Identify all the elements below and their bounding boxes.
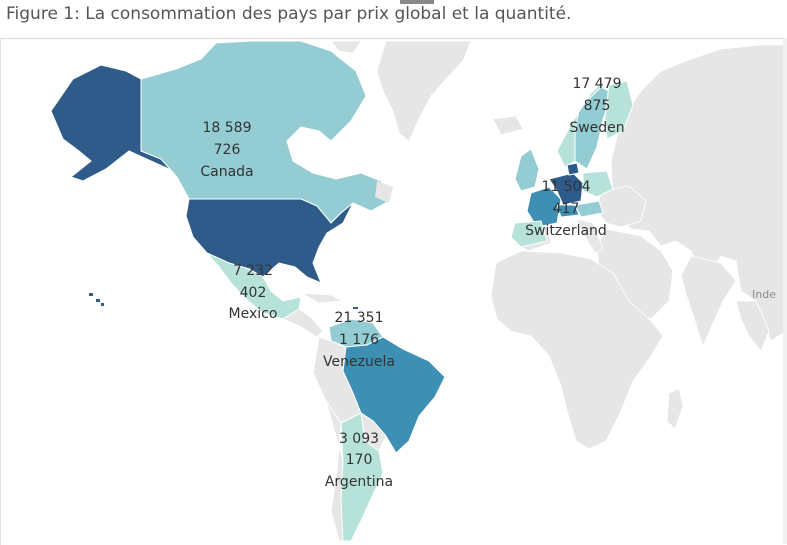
label-canada-quantity: 726 [214, 142, 241, 158]
country-denmark [566, 162, 580, 176]
islands [89, 293, 358, 309]
country-finland [604, 80, 634, 140]
label-mexico-value: 7 232 [233, 263, 273, 279]
country-uk [514, 148, 540, 192]
scrollbar-edge[interactable] [783, 38, 787, 544]
label-canada-name: Canada [200, 164, 253, 180]
label-switzerland-value: 11 504 [542, 179, 591, 195]
label-canada-value: 18 589 [203, 120, 252, 136]
map-view[interactable]: 18 589 726 Canada 7 232 402 Mexico 21 35… [0, 38, 786, 545]
label-argentina-quantity: 170 [346, 452, 373, 468]
greenland [330, 40, 472, 142]
greenland-east-island [375, 181, 393, 203]
label-venezuela-quantity: 1 176 [339, 332, 379, 348]
caribbean [300, 292, 345, 304]
label-venezuela-name: Venezuela [323, 354, 395, 370]
label-sweden-value: 17 479 [573, 76, 622, 92]
colored-countries [50, 40, 634, 542]
label-sweden: 17 479 875 Sweden [569, 76, 624, 136]
label-switzerland-quantity: 417 [553, 201, 580, 217]
label-venezuela-value: 21 351 [335, 310, 384, 326]
country-poland [582, 170, 614, 198]
label-venezuela: 21 351 1 176 Venezuela [323, 310, 395, 370]
country-france [526, 186, 562, 228]
label-argentina-name: Argentina [325, 474, 393, 490]
label-canada: 18 589 726 Canada [200, 120, 253, 180]
eurasia-africa [490, 44, 786, 450]
label-mexico-name: Mexico [229, 306, 278, 322]
country-mexico [206, 252, 302, 320]
country-iberia [510, 220, 548, 248]
label-mexico: 7 232 402 Mexico [229, 263, 278, 322]
label-sweden-quantity: 875 [584, 98, 611, 114]
label-argentina: 3 093 170 Argentina [325, 431, 393, 490]
figure-title: Figure 1: La consommation des pays par p… [6, 4, 572, 24]
central-america [281, 308, 324, 338]
label-sweden-name: Sweden [569, 120, 624, 136]
country-switzerland [556, 204, 580, 218]
label-argentina-value: 3 093 [339, 431, 379, 447]
country-argentina [340, 412, 384, 542]
title-bar-decoration [400, 0, 434, 4]
country-austria-area [574, 200, 604, 218]
label-switzerland: 11 504 417 Switzerland [525, 179, 607, 239]
label-mexico-quantity: 402 [240, 285, 267, 301]
world-map[interactable]: 18 589 726 Canada 7 232 402 Mexico 21 35… [1, 39, 786, 545]
country-brazil [342, 336, 446, 454]
label-india: Inde [752, 288, 776, 301]
label-switzerland-name: Switzerland [525, 223, 607, 239]
